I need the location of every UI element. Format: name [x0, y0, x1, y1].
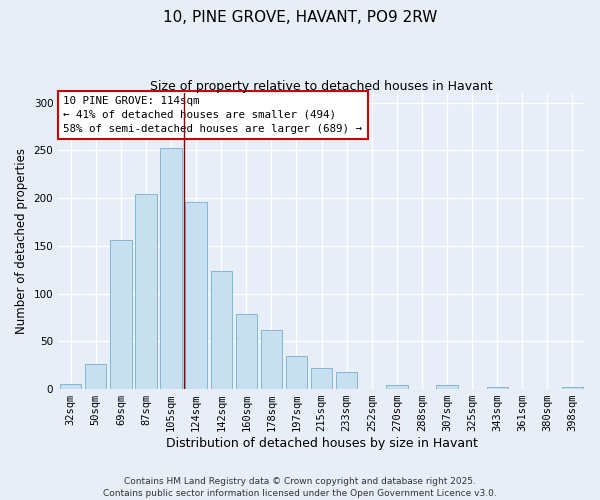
Bar: [286, 356, 307, 389]
Text: Contains HM Land Registry data © Crown copyright and database right 2025.
Contai: Contains HM Land Registry data © Crown c…: [103, 476, 497, 498]
Bar: [386, 386, 407, 389]
Bar: [236, 314, 257, 389]
Bar: [261, 330, 282, 389]
Bar: [211, 270, 232, 389]
Bar: [110, 240, 131, 389]
Bar: [85, 364, 106, 389]
Bar: [436, 386, 458, 389]
Bar: [185, 202, 207, 389]
Bar: [336, 372, 358, 389]
Bar: [562, 387, 583, 389]
Text: 10, PINE GROVE, HAVANT, PO9 2RW: 10, PINE GROVE, HAVANT, PO9 2RW: [163, 10, 437, 25]
Title: Size of property relative to detached houses in Havant: Size of property relative to detached ho…: [150, 80, 493, 93]
Bar: [487, 387, 508, 389]
Bar: [60, 384, 82, 389]
Bar: [136, 194, 157, 389]
Y-axis label: Number of detached properties: Number of detached properties: [15, 148, 28, 334]
Text: 10 PINE GROVE: 114sqm
← 41% of detached houses are smaller (494)
58% of semi-det: 10 PINE GROVE: 114sqm ← 41% of detached …: [64, 96, 362, 134]
Bar: [160, 148, 182, 389]
X-axis label: Distribution of detached houses by size in Havant: Distribution of detached houses by size …: [166, 437, 478, 450]
Bar: [311, 368, 332, 389]
